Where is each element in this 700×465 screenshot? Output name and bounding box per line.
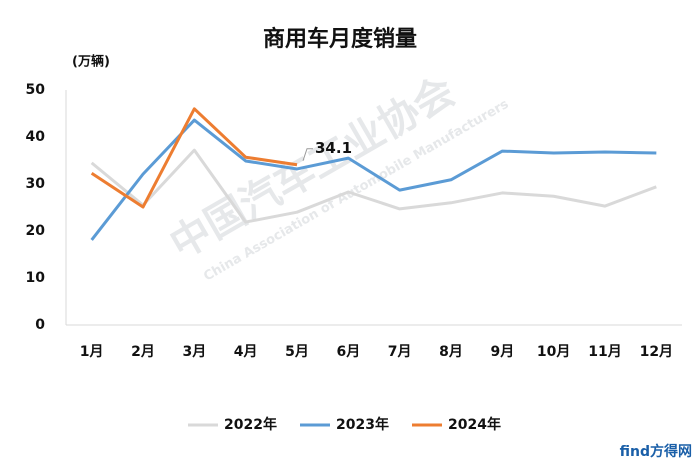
series-line: [90, 118, 657, 241]
x-tick-label: 10月: [537, 344, 570, 360]
x-tick-label: 12月: [640, 344, 673, 360]
label-leader: [302, 148, 313, 161]
data-label: 34.1: [315, 139, 352, 157]
y-axis-label: (万辆): [72, 54, 110, 70]
x-tick-label: 2月: [131, 344, 155, 360]
series-line: [90, 148, 657, 224]
x-tick-label: 3月: [182, 344, 206, 360]
y-tick-label: 20: [26, 223, 46, 239]
x-tick-label: 9月: [490, 344, 514, 360]
y-tick-label: 30: [26, 176, 46, 192]
x-tick-label: 1月: [80, 344, 104, 360]
x-tick-label: 4月: [234, 344, 258, 360]
x-tick-label: 6月: [336, 344, 360, 360]
legend-label: 2023年: [336, 416, 389, 433]
source: find方得网: [620, 443, 692, 460]
chart-title: 商用车月度销量: [263, 26, 417, 52]
x-tick-label: 5月: [285, 344, 309, 360]
series-line: [90, 107, 298, 209]
x-tick-label: 11月: [588, 344, 621, 360]
x-tick-label: 8月: [439, 344, 463, 360]
y-tick-label: 10: [26, 270, 46, 286]
legend-label: 2022年: [224, 416, 277, 433]
legend-label: 2024年: [448, 416, 501, 433]
y-tick-label: 40: [26, 129, 46, 145]
x-tick-label: 7月: [388, 344, 412, 360]
y-tick-label: 50: [26, 82, 46, 98]
y-tick-label: 0: [35, 317, 45, 333]
